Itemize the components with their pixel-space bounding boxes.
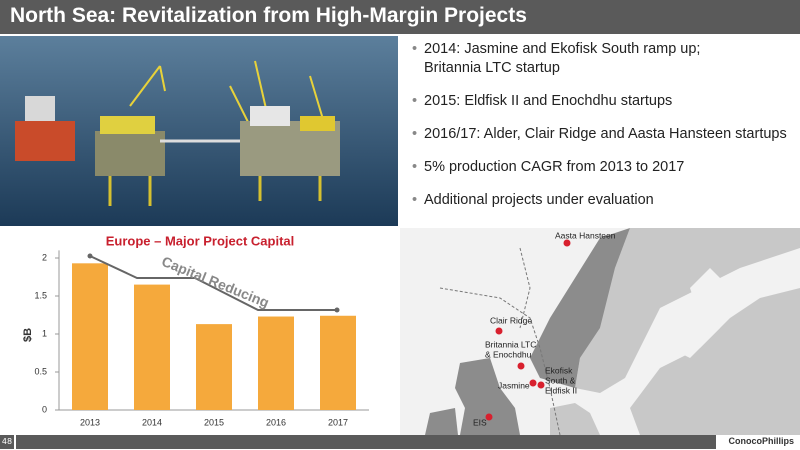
bullet: 2014: Jasmine and Ekofisk South ramp up;… bbox=[412, 40, 800, 78]
map-label: EIS bbox=[473, 417, 487, 427]
photo bbox=[0, 36, 398, 226]
bullet-text: Britannia LTC startup bbox=[424, 60, 560, 76]
chart: Europe – Major Project Capital $B 0 0.5 1 1… bbox=[22, 233, 369, 427]
title-bar: North Sea: Revitalization from High-Marg… bbox=[0, 0, 800, 34]
bullet-text: 2014: Jasmine and Ekofisk South ramp up; bbox=[424, 41, 701, 57]
bar bbox=[72, 263, 108, 410]
field-markers bbox=[485, 239, 571, 421]
y-tick-label: 0.5 bbox=[34, 366, 47, 376]
x-tick-label: 2015 bbox=[204, 417, 224, 427]
bar bbox=[258, 316, 294, 410]
bar bbox=[320, 315, 356, 410]
bullet: 5% production CAGR from 2013 to 2017 bbox=[412, 158, 800, 177]
map-label: South & bbox=[545, 375, 576, 385]
bar bbox=[196, 324, 232, 410]
map-label: Ekofisk bbox=[545, 365, 573, 375]
y-tick-label: 0 bbox=[42, 404, 47, 414]
bullet-list: 2014: Jasmine and Ekofisk South ramp up;… bbox=[412, 40, 800, 224]
x-tick-label: 2016 bbox=[266, 417, 286, 427]
chart-title: Europe – Major Project Capital bbox=[106, 233, 295, 248]
footer: 48 ConocoPhillips bbox=[0, 435, 800, 450]
bullet-text: 5% production CAGR from 2013 to 2017 bbox=[424, 159, 685, 175]
bullet-text: Additional projects under evaluation bbox=[424, 192, 654, 208]
bar bbox=[134, 284, 170, 410]
arrow-end bbox=[334, 307, 340, 313]
bullet: 2015: Eldfisk II and Enochdhu startups bbox=[412, 92, 800, 111]
annotation: Capital Reducing bbox=[159, 253, 271, 311]
bullet: Additional projects under evaluation bbox=[412, 191, 800, 210]
y-axis-label: $B bbox=[22, 328, 34, 342]
map-label: Eldfisk II bbox=[545, 385, 577, 395]
slide-title: North Sea: Revitalization from High-Marg… bbox=[10, 4, 527, 27]
y-tick-label: 2 bbox=[42, 252, 47, 262]
bullet-text: 2015: Eldfisk II and Enochdhu startups bbox=[424, 93, 673, 109]
map-label: Jasmine bbox=[498, 380, 530, 390]
map-label: Britannia LTC bbox=[485, 339, 536, 349]
trend-arrow bbox=[89, 255, 337, 311]
map-label: Clair Ridge bbox=[490, 315, 532, 325]
bullet: 2016/17: Alder, Clair Ridge and Aasta Ha… bbox=[412, 125, 800, 144]
map-label: & Enochdhu bbox=[485, 349, 532, 359]
bullet-text: 2016/17: Alder, Clair Ridge and Aasta Ha… bbox=[424, 126, 787, 142]
arrow-end bbox=[87, 253, 93, 259]
footer-bar bbox=[16, 435, 716, 449]
x-tick-label: 2014 bbox=[142, 417, 162, 427]
page-number: 48 bbox=[0, 435, 14, 449]
x-tick-label: 2017 bbox=[328, 417, 348, 427]
map: Aasta Hansteen Clair Ridge Britannia LTC& … bbox=[400, 228, 800, 435]
y-tick-label: 1 bbox=[42, 328, 47, 338]
y-tick-label: 1.5 bbox=[34, 290, 47, 300]
x-tick-label: 2013 bbox=[80, 417, 100, 427]
map-label: Aasta Hansteen bbox=[555, 230, 616, 240]
logo: ConocoPhillips bbox=[728, 436, 794, 446]
